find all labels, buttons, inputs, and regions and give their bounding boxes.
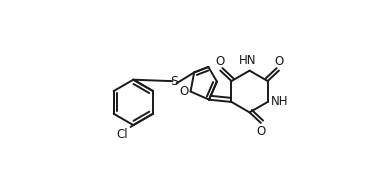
Text: O: O xyxy=(215,55,224,68)
Text: NH: NH xyxy=(271,96,289,109)
Text: O: O xyxy=(275,55,284,68)
Text: S: S xyxy=(170,75,178,88)
Text: HN: HN xyxy=(239,54,256,67)
Text: Cl: Cl xyxy=(117,128,128,141)
Text: O: O xyxy=(257,125,266,138)
Text: O: O xyxy=(179,85,189,98)
